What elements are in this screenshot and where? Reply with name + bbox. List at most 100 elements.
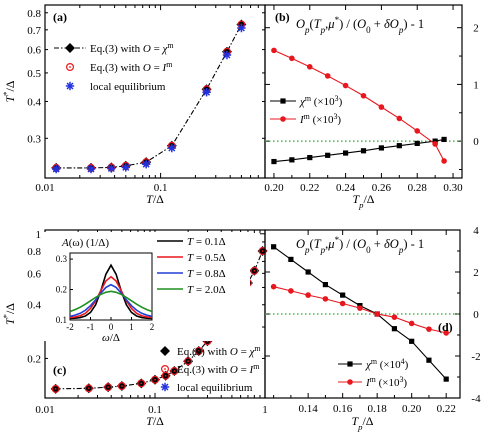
x-tick-label: 0.24 xyxy=(336,182,356,194)
circle-marker-dot xyxy=(154,378,156,381)
square-marker xyxy=(280,98,286,104)
legend-label: Eq.(3) with O = Im xyxy=(90,60,173,75)
inset-title: A(ω) (1/Δ) xyxy=(61,237,109,249)
inset-legend-label: T = 0.8Δ xyxy=(187,268,226,280)
dot-marker xyxy=(360,92,367,99)
star-marker xyxy=(202,88,211,97)
circle-marker-dot xyxy=(164,374,167,377)
square-marker xyxy=(347,361,353,367)
dot-marker xyxy=(432,141,438,147)
panel-b: 0.20 0.22 0.24 0.26 0.28 0.30 0 1 2 Op(Tp,μ*) / (… xyxy=(264,4,479,210)
dot-marker xyxy=(342,82,349,89)
dot-marker xyxy=(289,55,295,62)
x-axis-label: Tp/Δ xyxy=(351,414,373,432)
square-marker xyxy=(426,357,432,363)
circle-marker xyxy=(117,382,126,391)
star-marker xyxy=(222,50,232,60)
dot-marker xyxy=(426,326,432,332)
series-2 xyxy=(52,23,246,174)
diamond-marker xyxy=(160,346,170,356)
y-tick-label: -2 xyxy=(471,351,480,363)
y-tick-label: 0 xyxy=(473,309,479,321)
inset-y-tick-label: 0.3 xyxy=(56,254,68,264)
dot-marker xyxy=(441,158,447,164)
series-0 xyxy=(271,136,447,165)
x-axis-label: T/Δ xyxy=(146,192,164,206)
legend-label: Eq.(3) with O = χm xyxy=(177,344,261,359)
dot-marker xyxy=(347,379,353,385)
star-stroke xyxy=(237,24,245,32)
inset-series-3 xyxy=(69,290,153,313)
legend-label: χm (×103) xyxy=(299,94,343,109)
star-stroke xyxy=(168,144,176,152)
x-tick-label: 0.20 xyxy=(402,403,422,415)
y-tick-label: -4 xyxy=(471,393,481,405)
circle-marker-dot xyxy=(69,66,71,68)
y-tick-label: 0.7 xyxy=(27,25,41,37)
star-stroke xyxy=(66,82,74,90)
series-1 xyxy=(271,47,447,164)
inset-x-axis-label: ω/Δ xyxy=(102,332,120,344)
square-marker xyxy=(307,154,313,161)
star-marker xyxy=(65,81,75,91)
inset-y-tick-label: 0.2 xyxy=(56,285,67,295)
star-stroke xyxy=(107,164,115,172)
dot-marker xyxy=(414,128,421,134)
circle-marker-dot xyxy=(140,382,143,385)
y-axis-label: T*/Δ xyxy=(1,80,17,102)
square-marker xyxy=(396,143,402,149)
square-marker xyxy=(340,292,346,298)
star-marker xyxy=(141,160,151,169)
circle-marker xyxy=(184,357,193,366)
y-tick-label: 0.6 xyxy=(27,268,41,280)
x-axis-label: Tp/Δ xyxy=(352,192,374,210)
dot-marker xyxy=(443,330,449,336)
panel-label: (a) xyxy=(53,10,67,24)
square-marker xyxy=(378,145,385,151)
square-marker xyxy=(289,157,295,163)
dot-marker xyxy=(322,296,329,302)
x-tick-label: 0.1 xyxy=(154,182,168,194)
dot-marker xyxy=(271,47,277,54)
x-axis-label: T/Δ xyxy=(146,414,164,428)
circle-marker xyxy=(151,375,160,384)
y-tick-label: 1 xyxy=(36,229,42,241)
y-tick-label: 0.2 xyxy=(27,353,41,365)
y-tick-label: 0.3 xyxy=(27,133,41,145)
inset-series-1 xyxy=(69,275,153,319)
panel-label: (c) xyxy=(53,363,66,377)
dot-marker xyxy=(324,73,331,79)
x-tick-label: 0.01 xyxy=(35,404,54,416)
x-tick-label: 1 xyxy=(262,404,268,416)
inset-y-tick-label: 0.1 xyxy=(56,315,67,325)
y-tick-label: 1 xyxy=(473,79,479,91)
x-tick-label: 0.22 xyxy=(300,182,319,194)
circle-marker-dot xyxy=(261,250,264,252)
circle-marker-dot xyxy=(120,385,123,387)
x-tick-label: 0.26 xyxy=(372,182,392,194)
inset-x-tick-label: 1 xyxy=(129,322,134,332)
inset: -2 -1 0 1 2 0.1 0.2 0.3 A(ω) (1/Δ) ω/Δ T = 0.1Δ T =… xyxy=(42,232,250,344)
circle-marker-dot xyxy=(164,368,166,370)
y-tick-label: 2 xyxy=(473,267,479,279)
dot-marker xyxy=(280,116,286,122)
legend: χm (×104) Im (×103) xyxy=(338,357,409,389)
dot-marker xyxy=(391,314,398,320)
y-tick-label: 0.4 xyxy=(27,96,41,108)
star-marker xyxy=(107,164,116,173)
legend-label: Im (×103) xyxy=(299,112,341,127)
square-marker xyxy=(409,338,415,344)
y-tick-label: 4 xyxy=(473,225,479,237)
square-marker xyxy=(322,282,328,288)
square-marker xyxy=(325,152,331,158)
circle-marker-dot xyxy=(187,360,190,363)
panel-label: (d) xyxy=(438,320,453,334)
star-stroke xyxy=(161,383,169,391)
legend: Eq.(3) with O = χm Eq.(3) with O = Im loca… xyxy=(160,344,261,394)
star-marker xyxy=(167,143,177,153)
circle-marker-dot xyxy=(107,386,110,389)
square-marker xyxy=(271,244,277,250)
y-tick-label: 0.6 xyxy=(27,45,41,57)
x-tick-label: 0.01 xyxy=(35,182,54,194)
